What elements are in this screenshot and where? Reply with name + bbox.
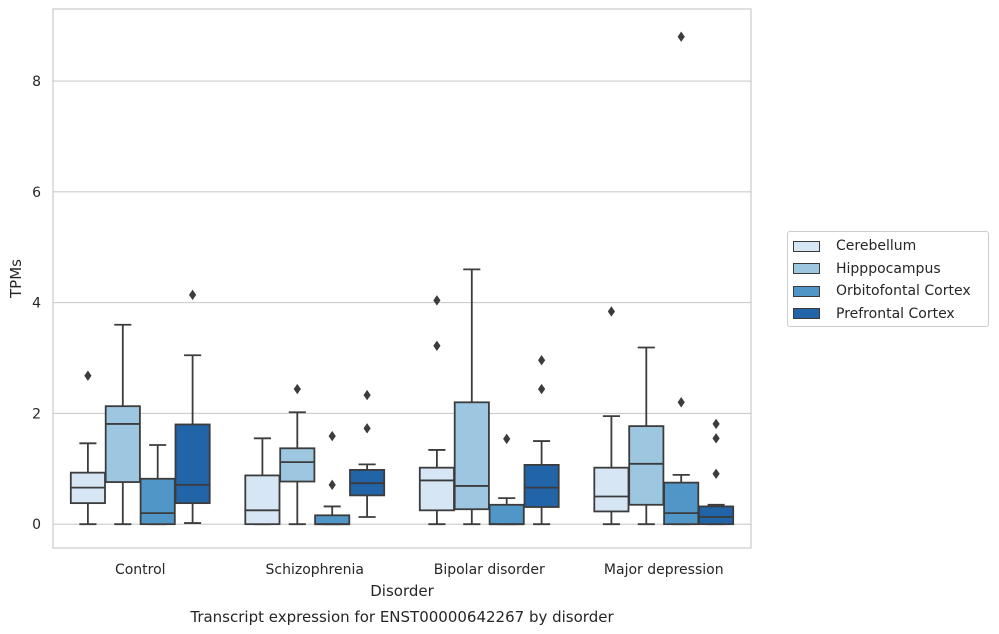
box-body: [314, 514, 351, 526]
x-tick-label: Major depression: [604, 562, 724, 578]
outlier-point: [503, 433, 511, 445]
legend-label: Cerebellum: [836, 238, 917, 255]
box-body: [523, 464, 560, 508]
outlier-point: [328, 479, 336, 491]
box-body: [104, 405, 141, 483]
box-hipppocampus: [104, 323, 141, 526]
y-tick-label: 6: [32, 185, 41, 201]
legend-label: Prefrontal Cortex: [836, 305, 955, 322]
outlier-point: [538, 355, 546, 366]
legend: Cerebellum Hipppocampus Orbitofontal Corte…: [787, 231, 989, 327]
outlier-point: [189, 289, 197, 301]
legend-item: Orbitofontal Cortex: [793, 280, 988, 303]
box-prefrontal-cortex: [523, 355, 560, 526]
box-body: [139, 477, 176, 526]
gridlines: [53, 80, 751, 525]
y-tick-labels: 0 2 4 6 8: [32, 74, 41, 533]
box-hipppocampus: [279, 383, 316, 526]
outlier-point: [433, 295, 441, 306]
outlier-point: [433, 340, 441, 352]
box-cerebellum: [418, 295, 455, 526]
box-body: [628, 425, 665, 506]
box-orbitofontal-cortex: [314, 430, 351, 526]
box-body: [488, 503, 525, 526]
outlier-point: [712, 418, 720, 430]
outlier-point: [328, 430, 336, 442]
box-orbitofontal-cortex: [139, 444, 176, 526]
outlier-point: [712, 468, 720, 479]
box-body: [593, 466, 630, 513]
y-tick-label: 2: [32, 406, 41, 422]
chart-title: Transcript expression for ENST0000064226…: [189, 608, 614, 626]
legend-item: Prefrontal Cortex: [793, 303, 988, 326]
x-tick-label: Bipolar disorder: [434, 562, 545, 578]
box-prefrontal-cortex: [174, 289, 211, 524]
box-body: [453, 401, 490, 511]
box-hipppocampus: [628, 346, 665, 526]
box-body: [663, 481, 700, 526]
y-tick-label: 8: [32, 74, 41, 90]
x-tick-label: Control: [115, 562, 166, 578]
legend-item: Cerebellum: [793, 235, 988, 258]
box-body: [418, 466, 455, 512]
box-body: [174, 423, 211, 505]
box-body: [279, 447, 316, 483]
box-prefrontal-cortex: [698, 418, 735, 526]
outlier-point: [607, 306, 615, 317]
outlier-point: [363, 423, 371, 434]
y-axis-title: TPMs: [7, 259, 25, 299]
outlier-point: [538, 383, 546, 395]
box-prefrontal-cortex: [349, 389, 386, 518]
boxes: [69, 31, 735, 526]
plot-frame: [52, 8, 752, 549]
y-tick-label: 4: [32, 296, 41, 312]
outlier-point: [84, 370, 92, 381]
legend-label: Hipppocampus: [836, 260, 941, 277]
box-cerebellum: [244, 437, 281, 526]
legend-swatch: [793, 308, 820, 320]
legend-item: Hipppocampus: [793, 258, 988, 281]
box-orbitofontal-cortex: [663, 31, 700, 526]
box-hipppocampus: [453, 268, 490, 526]
box-cerebellum: [69, 370, 106, 526]
box-orbitofontal-cortex: [488, 433, 525, 526]
x-tick-labels: Control Schizophrenia Bipolar disorder Majo…: [115, 562, 724, 578]
outlier-point: [712, 433, 720, 444]
legend-label: Orbitofontal Cortex: [836, 283, 971, 300]
legend-swatch: [793, 285, 820, 297]
legend-swatch: [793, 240, 820, 252]
outlier-point: [677, 397, 685, 408]
outlier-point: [293, 383, 301, 395]
y-tick-label: 0: [32, 517, 41, 533]
box-cerebellum: [593, 306, 630, 526]
x-tick-label: Schizophrenia: [266, 562, 364, 578]
box-body: [698, 505, 735, 526]
outlier-point: [677, 31, 685, 42]
outlier-point: [363, 389, 371, 401]
box-body: [244, 474, 281, 526]
x-axis-title: Disorder: [370, 582, 434, 600]
legend-swatch: [793, 263, 820, 275]
